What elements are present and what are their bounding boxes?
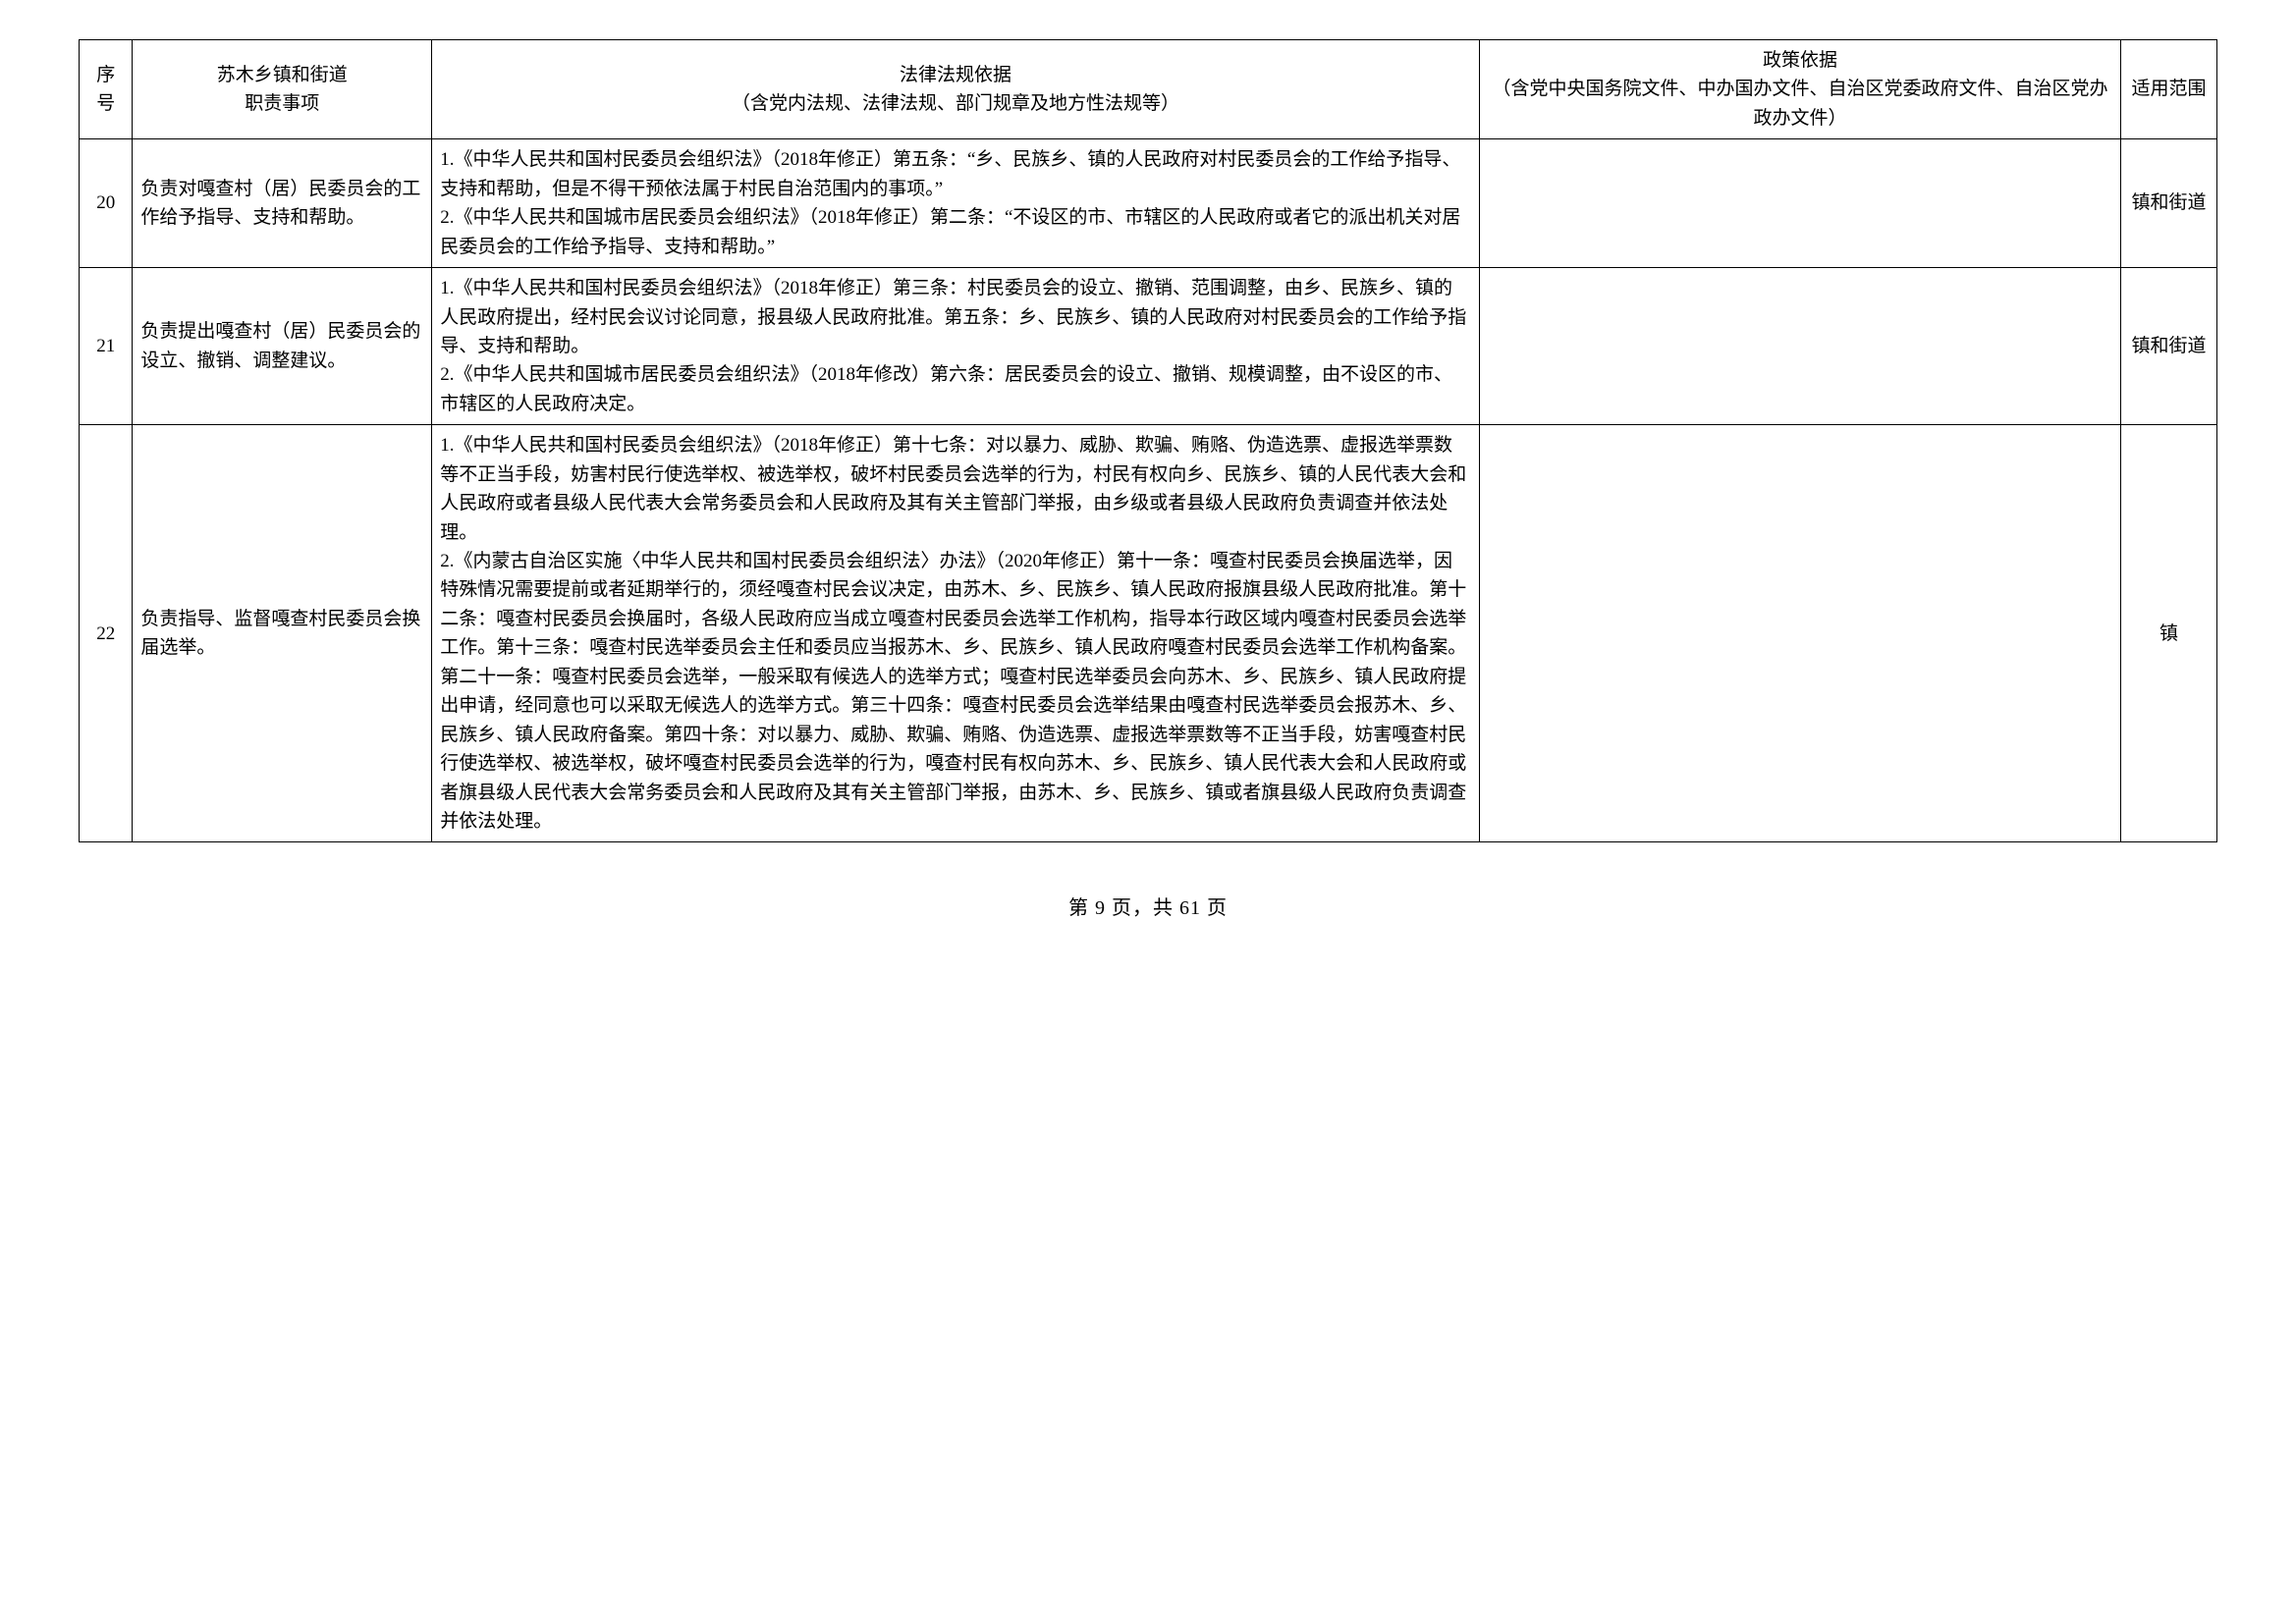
table-body: 20 负责对嘎查村（居）民委员会的工作给予指导、支持和帮助。 1.《中华人民共和… <box>80 139 2217 842</box>
header-num: 序号 <box>80 40 133 139</box>
cell-scope: 镇和街道 <box>2121 268 2217 425</box>
table-row: 21 负责提出嘎查村（居）民委员会的设立、撤销、调整建议。 1.《中华人民共和国… <box>80 268 2217 425</box>
regulations-table: 序号 苏木乡镇和街道 职责事项 法律法规依据 （含党内法规、法律法规、部门规章及… <box>79 39 2217 842</box>
header-duty: 苏木乡镇和街道 职责事项 <box>133 40 432 139</box>
table-row: 22 负责指导、监督嘎查村民委员会换届选举。 1.《中华人民共和国村民委员会组织… <box>80 425 2217 842</box>
cell-num: 21 <box>80 268 133 425</box>
cell-policy <box>1479 139 2120 268</box>
header-scope: 适用范围 <box>2121 40 2217 139</box>
document-page: 序号 苏木乡镇和街道 职责事项 法律法规依据 （含党内法规、法律法规、部门规章及… <box>79 39 2217 920</box>
table-row: 20 负责对嘎查村（居）民委员会的工作给予指导、支持和帮助。 1.《中华人民共和… <box>80 139 2217 268</box>
table-header: 序号 苏木乡镇和街道 职责事项 法律法规依据 （含党内法规、法律法规、部门规章及… <box>80 40 2217 139</box>
cell-duty: 负责提出嘎查村（居）民委员会的设立、撤销、调整建议。 <box>133 268 432 425</box>
cell-duty: 负责指导、监督嘎查村民委员会换届选举。 <box>133 425 432 842</box>
cell-legal: 1.《中华人民共和国村民委员会组织法》（2018年修正）第十七条：对以暴力、威胁… <box>432 425 1480 842</box>
cell-policy <box>1479 425 2120 842</box>
cell-duty: 负责对嘎查村（居）民委员会的工作给予指导、支持和帮助。 <box>133 139 432 268</box>
cell-legal: 1.《中华人民共和国村民委员会组织法》（2018年修正）第三条：村民委员会的设立… <box>432 268 1480 425</box>
cell-scope: 镇和街道 <box>2121 139 2217 268</box>
cell-legal: 1.《中华人民共和国村民委员会组织法》（2018年修正）第五条：“乡、民族乡、镇… <box>432 139 1480 268</box>
header-policy: 政策依据 （含党中央国务院文件、中办国办文件、自治区党委政府文件、自治区党办政办… <box>1479 40 2120 139</box>
cell-scope: 镇 <box>2121 425 2217 842</box>
cell-num: 22 <box>80 425 133 842</box>
cell-num: 20 <box>80 139 133 268</box>
header-legal: 法律法规依据 （含党内法规、法律法规、部门规章及地方性法规等） <box>432 40 1480 139</box>
page-footer: 第 9 页，共 61 页 <box>79 892 2217 920</box>
cell-policy <box>1479 268 2120 425</box>
